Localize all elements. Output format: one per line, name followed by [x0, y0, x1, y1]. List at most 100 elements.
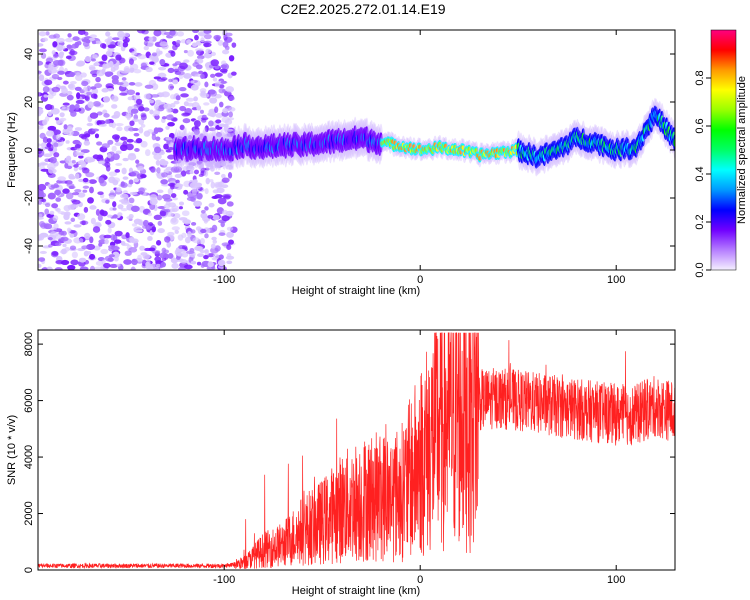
noise-blob	[95, 209, 101, 216]
noise-blob	[137, 54, 147, 60]
noise-blob	[190, 260, 197, 265]
noise-blob	[150, 94, 160, 98]
noise-blob	[160, 77, 168, 81]
noise-blob	[64, 211, 71, 217]
noise-blob	[138, 126, 144, 134]
noise-blob	[129, 69, 134, 73]
noise-blob	[59, 160, 67, 164]
noise-blob	[208, 120, 214, 127]
noise-blob	[52, 41, 58, 48]
noise-blob	[133, 132, 140, 137]
noise-blob	[89, 112, 99, 119]
noise-blob	[188, 164, 194, 170]
noise-blob	[121, 243, 130, 247]
noise-blob	[218, 254, 224, 260]
noise-blob	[143, 93, 152, 100]
noise-blob	[190, 84, 199, 91]
noise-blob	[156, 194, 163, 201]
noise-blob	[178, 249, 186, 253]
noise-blob	[84, 232, 91, 240]
noise-blob	[116, 263, 121, 267]
noise-blob	[203, 42, 212, 48]
noise-blob	[224, 119, 233, 125]
noise-blob	[228, 239, 234, 245]
noise-blob	[69, 185, 76, 189]
noise-blob	[38, 257, 46, 262]
noise-blob	[38, 220, 46, 228]
x-tick-label: 100	[607, 574, 625, 586]
noise-blob	[174, 229, 179, 234]
noise-blob	[125, 143, 134, 151]
noise-blob	[72, 36, 80, 41]
noise-blob	[130, 170, 140, 177]
noise-blob	[61, 105, 66, 110]
noise-blob	[153, 214, 163, 221]
noise-blob	[171, 205, 180, 212]
noise-blob	[89, 265, 95, 270]
colorbar-label: Normalized spectral amplitude	[736, 76, 748, 224]
noise-blob	[157, 220, 163, 226]
noise-blob	[214, 245, 221, 252]
noise-blob	[210, 243, 216, 249]
noise-blob	[175, 179, 180, 184]
noise-blob	[144, 149, 151, 157]
noise-blob	[145, 66, 153, 73]
noise-blob	[115, 54, 122, 61]
noise-blob	[78, 133, 86, 139]
noise-blob	[160, 179, 168, 185]
noise-blob	[183, 73, 192, 79]
noise-blob	[134, 82, 143, 87]
noise-blob	[143, 40, 148, 46]
noise-blob	[74, 103, 80, 110]
noise-blob	[211, 224, 218, 232]
noise-blob	[225, 210, 234, 217]
noise-blob	[101, 54, 108, 62]
noise-blob	[96, 111, 103, 116]
noise-blob	[149, 198, 158, 205]
noise-blob	[70, 217, 76, 223]
noise-blob	[115, 187, 122, 193]
noise-blob	[92, 54, 98, 59]
noise-blob	[133, 69, 142, 74]
noise-blob	[210, 73, 216, 78]
noise-blob	[81, 167, 88, 171]
noise-blob	[92, 101, 101, 107]
noise-blob	[176, 70, 185, 76]
noise-blob	[66, 129, 74, 136]
noise-blob	[199, 237, 205, 245]
noise-blob	[54, 189, 62, 196]
noise-blob	[94, 83, 103, 89]
noise-blob	[72, 192, 80, 196]
noise-blob	[160, 261, 167, 268]
noise-blob	[168, 83, 174, 91]
noise-blob	[105, 199, 110, 204]
chart-title: C2E2.2025.272.01.14.E19	[280, 1, 445, 17]
noise-blob	[95, 260, 104, 266]
noise-blob	[196, 261, 202, 266]
noise-blob	[52, 53, 59, 58]
noise-blob	[151, 226, 157, 233]
noise-blob	[221, 177, 230, 183]
noise-blob	[199, 250, 206, 254]
noise-blob	[114, 230, 123, 237]
noise-blob	[65, 192, 74, 200]
noise-blob	[120, 70, 130, 74]
noise-blob	[200, 209, 206, 214]
noise-blob	[65, 73, 73, 78]
noise-blob	[43, 94, 48, 98]
noise-blob	[212, 239, 218, 244]
noise-blob	[227, 171, 233, 179]
noise-blob	[127, 96, 133, 101]
noise-blob	[170, 166, 180, 173]
noise-blob	[107, 227, 112, 234]
noise-blob	[63, 204, 71, 212]
noise-blob	[163, 103, 172, 110]
noise-blob	[154, 266, 160, 270]
y-tick-label: 6000	[23, 388, 35, 412]
noise-blob	[203, 34, 212, 40]
x-tick-label: -100	[213, 574, 235, 586]
y-tick-label: 0	[23, 147, 35, 153]
noise-blob	[43, 153, 53, 158]
noise-blob	[167, 147, 175, 151]
noise-blob	[226, 260, 233, 265]
